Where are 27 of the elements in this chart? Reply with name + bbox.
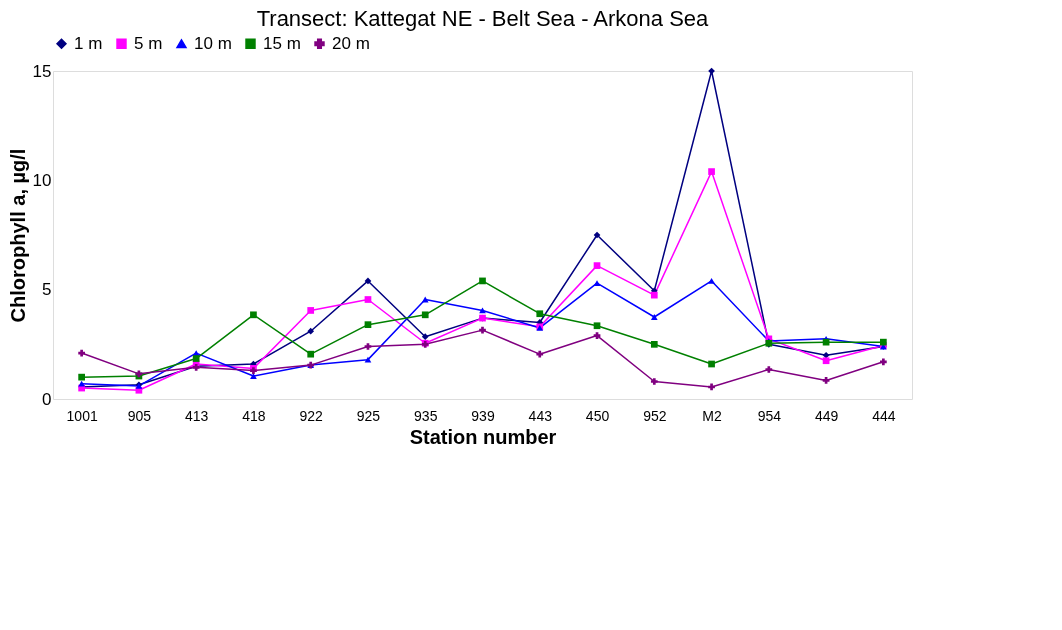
chart-title: Transect: Kattegat NE - Belt Sea - Arkona Sea (256, 6, 710, 31)
legend-label: 10 m (194, 33, 232, 53)
x-tick-label: 905 (127, 407, 152, 424)
x-tick-label: 935 (414, 407, 438, 424)
x-tick-label: 939 (471, 407, 495, 424)
x-tick-label: 444 (872, 407, 896, 424)
legend-label: 5 m (134, 33, 163, 53)
x-tick-label: 1001 (66, 407, 98, 424)
x-tick-label: 418 (242, 407, 266, 424)
y-tick-label: 10 (32, 170, 52, 190)
x-tick-label: 413 (184, 407, 209, 424)
x-tick-label: 925 (356, 407, 381, 424)
y-tick-label: 0 (42, 389, 52, 409)
x-tick-label: 450 (585, 407, 610, 424)
legend-label: 1 m (74, 33, 103, 53)
legend-label: 20 m (332, 33, 370, 53)
x-tick-label: 443 (528, 407, 553, 424)
x-tick-label: 952 (643, 407, 667, 424)
y-tick-label: 5 (42, 280, 52, 300)
x-tick-label: 922 (299, 407, 324, 424)
x-tick-label: M2 (702, 407, 722, 424)
y-tick-label: 15 (32, 61, 52, 81)
x-axis-title: Station number (409, 425, 557, 448)
legend-label: 15 m (263, 33, 301, 53)
x-tick-label: 449 (814, 407, 839, 424)
x-tick-label: 954 (757, 407, 782, 424)
y-axis-title: Chlorophyll a, µg/l (6, 148, 29, 323)
